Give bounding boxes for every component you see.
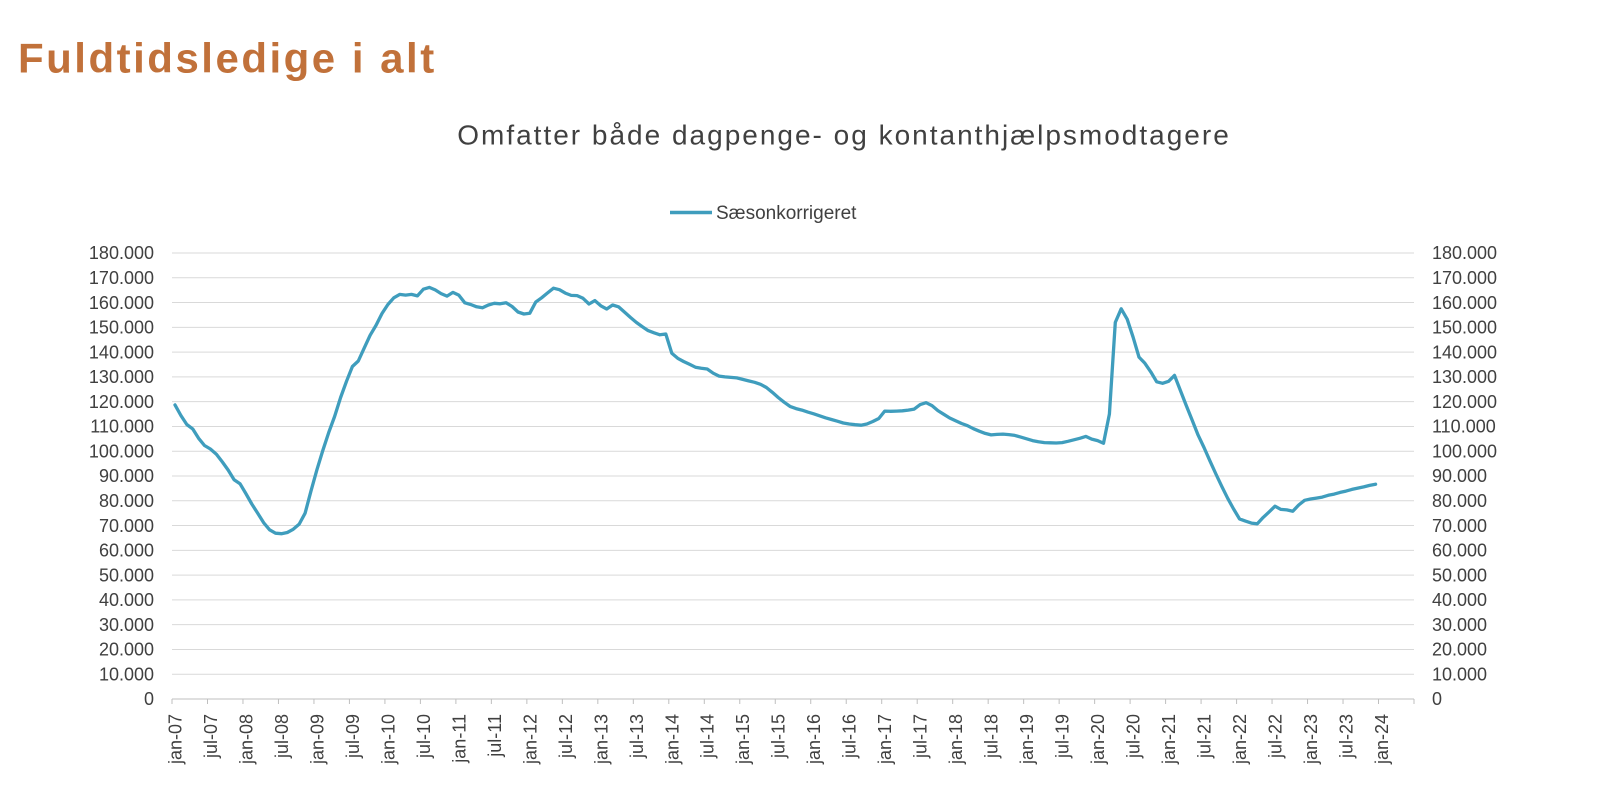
svg-text:jan-20: jan-20 bbox=[1088, 714, 1108, 765]
svg-text:110.000: 110.000 bbox=[90, 417, 154, 437]
svg-text:150.000: 150.000 bbox=[89, 318, 154, 338]
svg-text:90.000: 90.000 bbox=[1432, 466, 1487, 486]
svg-text:50.000: 50.000 bbox=[1432, 565, 1487, 585]
svg-text:Sæsonkorrigeret: Sæsonkorrigeret bbox=[716, 203, 857, 224]
svg-text:jul-08: jul-08 bbox=[272, 714, 292, 759]
svg-text:jul-15: jul-15 bbox=[769, 714, 789, 759]
svg-text:150.000: 150.000 bbox=[1432, 318, 1497, 338]
svg-text:jul-14: jul-14 bbox=[698, 714, 718, 759]
svg-text:120.000: 120.000 bbox=[89, 392, 154, 412]
svg-text:jan-13: jan-13 bbox=[591, 714, 611, 765]
svg-text:jan-16: jan-16 bbox=[804, 714, 824, 765]
svg-text:10.000: 10.000 bbox=[1432, 664, 1487, 684]
svg-text:Omfatter både dagpenge- og kon: Omfatter både dagpenge- og kontanthjælps… bbox=[457, 120, 1231, 151]
svg-text:jul-13: jul-13 bbox=[627, 714, 647, 759]
svg-text:30.000: 30.000 bbox=[99, 615, 154, 635]
svg-text:160.000: 160.000 bbox=[1432, 293, 1497, 313]
svg-text:jul-12: jul-12 bbox=[556, 714, 576, 759]
svg-text:120.000: 120.000 bbox=[1432, 392, 1497, 412]
svg-text:40.000: 40.000 bbox=[99, 590, 154, 610]
svg-text:jan-12: jan-12 bbox=[520, 714, 540, 765]
svg-text:jul-21: jul-21 bbox=[1195, 714, 1215, 759]
svg-text:60.000: 60.000 bbox=[99, 541, 154, 561]
svg-text:50.000: 50.000 bbox=[99, 565, 154, 585]
svg-text:130.000: 130.000 bbox=[1432, 367, 1497, 387]
svg-text:jan-19: jan-19 bbox=[1017, 714, 1037, 765]
svg-text:70.000: 70.000 bbox=[1432, 516, 1487, 536]
svg-text:80.000: 80.000 bbox=[1432, 491, 1487, 511]
svg-text:jan-21: jan-21 bbox=[1159, 714, 1179, 765]
svg-text:jul-11: jul-11 bbox=[485, 714, 505, 758]
svg-text:jul-16: jul-16 bbox=[840, 714, 860, 759]
svg-text:jul-10: jul-10 bbox=[414, 714, 434, 759]
svg-text:jan-15: jan-15 bbox=[733, 714, 753, 765]
svg-text:jul-17: jul-17 bbox=[911, 714, 931, 759]
svg-text:jul-23: jul-23 bbox=[1337, 714, 1357, 759]
svg-text:20.000: 20.000 bbox=[1432, 640, 1487, 660]
svg-text:60.000: 60.000 bbox=[1432, 541, 1487, 561]
svg-text:110.000: 110.000 bbox=[1432, 417, 1496, 437]
svg-text:jul-20: jul-20 bbox=[1124, 714, 1144, 759]
svg-text:80.000: 80.000 bbox=[99, 491, 154, 511]
svg-text:160.000: 160.000 bbox=[89, 293, 154, 313]
svg-text:0: 0 bbox=[144, 689, 154, 709]
svg-text:0: 0 bbox=[1432, 689, 1442, 709]
svg-text:20.000: 20.000 bbox=[99, 640, 154, 660]
svg-text:jan-14: jan-14 bbox=[662, 714, 682, 765]
svg-text:100.000: 100.000 bbox=[1432, 441, 1497, 461]
svg-text:40.000: 40.000 bbox=[1432, 590, 1487, 610]
svg-text:100.000: 100.000 bbox=[89, 441, 154, 461]
svg-text:180.000: 180.000 bbox=[1432, 243, 1497, 263]
svg-text:jan-22: jan-22 bbox=[1230, 714, 1250, 765]
svg-text:90.000: 90.000 bbox=[99, 466, 154, 486]
svg-text:jan-09: jan-09 bbox=[307, 714, 327, 765]
svg-text:jan-24: jan-24 bbox=[1372, 714, 1392, 765]
svg-text:jul-19: jul-19 bbox=[1053, 714, 1073, 759]
svg-text:jan-17: jan-17 bbox=[875, 714, 895, 765]
svg-text:jan-11: jan-11 bbox=[449, 714, 469, 764]
svg-text:jan-10: jan-10 bbox=[378, 714, 398, 765]
svg-text:jan-18: jan-18 bbox=[946, 714, 966, 765]
svg-text:jan-08: jan-08 bbox=[236, 714, 256, 765]
svg-text:140.000: 140.000 bbox=[89, 342, 154, 362]
svg-text:170.000: 170.000 bbox=[1432, 268, 1497, 288]
svg-text:170.000: 170.000 bbox=[89, 268, 154, 288]
svg-text:jul-09: jul-09 bbox=[343, 714, 363, 759]
svg-text:130.000: 130.000 bbox=[89, 367, 154, 387]
svg-text:jul-22: jul-22 bbox=[1266, 714, 1286, 759]
svg-text:jan-07: jan-07 bbox=[166, 714, 186, 765]
svg-text:Fuldtidsledige i alt: Fuldtidsledige i alt bbox=[18, 35, 437, 82]
svg-text:30.000: 30.000 bbox=[1432, 615, 1487, 635]
svg-text:70.000: 70.000 bbox=[99, 516, 154, 536]
svg-text:jan-23: jan-23 bbox=[1301, 714, 1321, 765]
svg-text:10.000: 10.000 bbox=[99, 664, 154, 684]
svg-text:jul-07: jul-07 bbox=[201, 714, 221, 759]
svg-text:jul-18: jul-18 bbox=[982, 714, 1002, 759]
svg-text:140.000: 140.000 bbox=[1432, 342, 1497, 362]
svg-text:180.000: 180.000 bbox=[89, 243, 154, 263]
